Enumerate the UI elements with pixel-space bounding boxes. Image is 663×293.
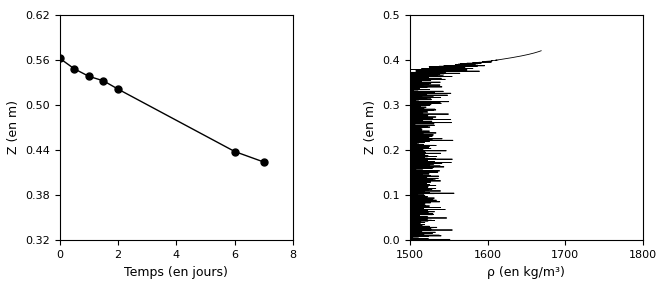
- Y-axis label: Z (en m): Z (en m): [7, 100, 19, 154]
- X-axis label: Temps (en jours): Temps (en jours): [125, 265, 228, 279]
- X-axis label: ρ (en kg/m³): ρ (en kg/m³): [487, 265, 566, 279]
- Y-axis label: Z (en m): Z (en m): [364, 100, 377, 154]
